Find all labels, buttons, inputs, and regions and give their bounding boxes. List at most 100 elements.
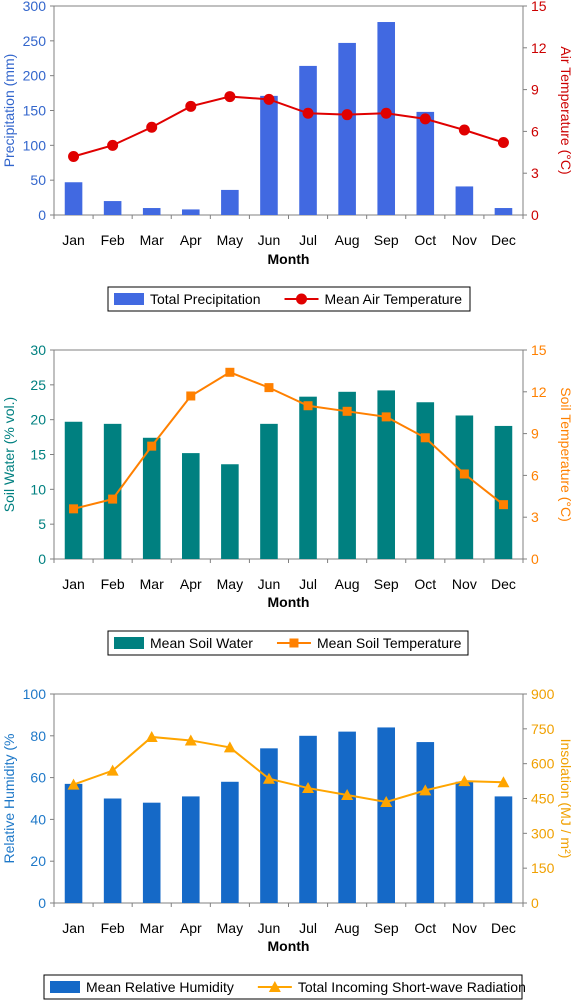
- legend-line-label: Mean Soil Temperature: [317, 635, 462, 651]
- x-tick-label: Apr: [180, 576, 202, 592]
- point-marker: [184, 734, 197, 746]
- point-marker: [342, 406, 352, 416]
- left-tick-label: 5: [38, 516, 46, 532]
- point-marker: [341, 109, 353, 121]
- legend-bar-swatch: [50, 981, 80, 993]
- right-tick-label: 6: [531, 123, 539, 139]
- bar-nov: [455, 186, 474, 215]
- point-marker: [106, 764, 119, 776]
- point-marker: [380, 795, 393, 807]
- x-axis-title: Month: [268, 251, 310, 267]
- left-tick-label: 30: [30, 342, 46, 358]
- point-marker: [381, 412, 391, 422]
- x-tick-label: Apr: [180, 920, 202, 936]
- bar-apr: [181, 796, 200, 903]
- chart-panel-1: 0 50 100 150 200 250 300 0 3 6 9 12 15 Jan Feb Mar Apr Ma…: [1, 0, 571, 312]
- bar-mar: [142, 802, 161, 903]
- chart-panel-2: 0 5 10 15 20 25 30 0 3 6 9 12 15 Jan Feb Mar Apr May Jun Ju…: [1, 342, 571, 656]
- plot-area: [53, 349, 524, 560]
- left-tick-label: 300: [23, 0, 47, 14]
- point-marker: [263, 93, 275, 105]
- bar-jun: [260, 423, 278, 559]
- x-tick-label: Mar: [140, 576, 164, 592]
- x-tick-label: Dec: [491, 920, 516, 936]
- x-tick-label: Mar: [140, 232, 164, 248]
- x-tick-label: Sep: [374, 920, 399, 936]
- left-tick-label: 25: [30, 377, 46, 393]
- right-tick-label: 0: [531, 207, 539, 223]
- bar-mar: [142, 437, 161, 559]
- left-tick-label: 60: [30, 770, 46, 786]
- right-tick-label: 600: [531, 756, 555, 772]
- left-tick-label: 20: [30, 412, 46, 428]
- bar-jan: [64, 421, 83, 559]
- bar-series: [64, 727, 513, 903]
- point-marker: [459, 469, 469, 479]
- right-tick-label: 900: [531, 686, 555, 702]
- legend: Mean Relative Humidity Total Incoming Sho…: [43, 974, 526, 1000]
- point-marker: [420, 433, 430, 443]
- bar-may: [221, 464, 239, 559]
- plot-area: [53, 5, 524, 216]
- right-tick-label: 6: [531, 467, 539, 483]
- point-marker: [145, 730, 158, 742]
- x-tick-label: Mar: [140, 920, 164, 936]
- legend-bar-label: Total Precipitation: [150, 291, 261, 307]
- bar-oct: [416, 402, 435, 559]
- point-marker: [419, 784, 432, 796]
- point-marker: [262, 772, 275, 784]
- bar-feb: [103, 201, 122, 215]
- point-marker: [185, 100, 197, 112]
- point-marker: [68, 150, 80, 162]
- x-tick-label: Oct: [414, 920, 436, 936]
- legend-bar-swatch: [114, 637, 144, 649]
- right-tick-label: 0: [531, 895, 539, 911]
- x-tick-label: Jul: [299, 920, 317, 936]
- x-tick-label: May: [217, 232, 243, 248]
- left-axis-title: Soil Water (% vol.): [1, 397, 17, 512]
- legend-bar-label: Mean Relative Humidity: [86, 979, 234, 995]
- right-axis-title: Soil Temperature (°C): [558, 387, 571, 522]
- right-tick-label: 150: [531, 860, 555, 876]
- x-tick-label: Nov: [452, 232, 477, 248]
- bar-jul: [299, 396, 317, 559]
- right-tick-label: 0: [531, 551, 539, 567]
- x-tick-label: Dec: [491, 576, 516, 592]
- x-tick-label: Sep: [374, 232, 399, 248]
- bar-mar: [142, 208, 161, 215]
- x-tick-label: Jun: [258, 920, 281, 936]
- point-marker: [498, 500, 508, 510]
- point-marker: [302, 782, 315, 794]
- legend-bar-swatch: [114, 293, 144, 305]
- x-tick-label: Jul: [299, 576, 317, 592]
- bar-sep: [377, 727, 396, 903]
- point-marker: [146, 121, 158, 133]
- legend-line-label: Total Incoming Short-wave Radiation: [298, 979, 526, 995]
- x-axis-title: Month: [268, 594, 310, 610]
- line-series: [68, 91, 509, 162]
- point-marker: [497, 776, 510, 788]
- point-marker: [458, 775, 471, 787]
- right-tick-label: 9: [531, 82, 539, 98]
- bar-aug: [338, 42, 356, 215]
- bar-jan: [64, 182, 83, 215]
- point-marker: [224, 91, 236, 103]
- bar-dec: [494, 208, 513, 215]
- bar-jan: [64, 783, 83, 903]
- left-tick-label: 0: [38, 895, 46, 911]
- x-tick-label: May: [217, 576, 243, 592]
- x-tick-label: Aug: [335, 232, 360, 248]
- bar-jul: [299, 65, 317, 215]
- bar-oct: [416, 111, 435, 215]
- line-series: [67, 730, 510, 807]
- right-tick-label: 9: [531, 426, 539, 442]
- x-tick-label: May: [217, 920, 243, 936]
- point-marker: [303, 401, 313, 411]
- x-tick-label: Oct: [414, 232, 436, 248]
- point-marker: [380, 107, 392, 119]
- point-marker: [289, 638, 299, 648]
- left-axis-title: Precipitation (mm): [1, 54, 17, 168]
- x-tick-label: Sep: [374, 576, 399, 592]
- chart-panel-3: 0 20 40 60 80 100 0 150 300 450 600 750 900 Jan Feb Mar…: [1, 686, 571, 1000]
